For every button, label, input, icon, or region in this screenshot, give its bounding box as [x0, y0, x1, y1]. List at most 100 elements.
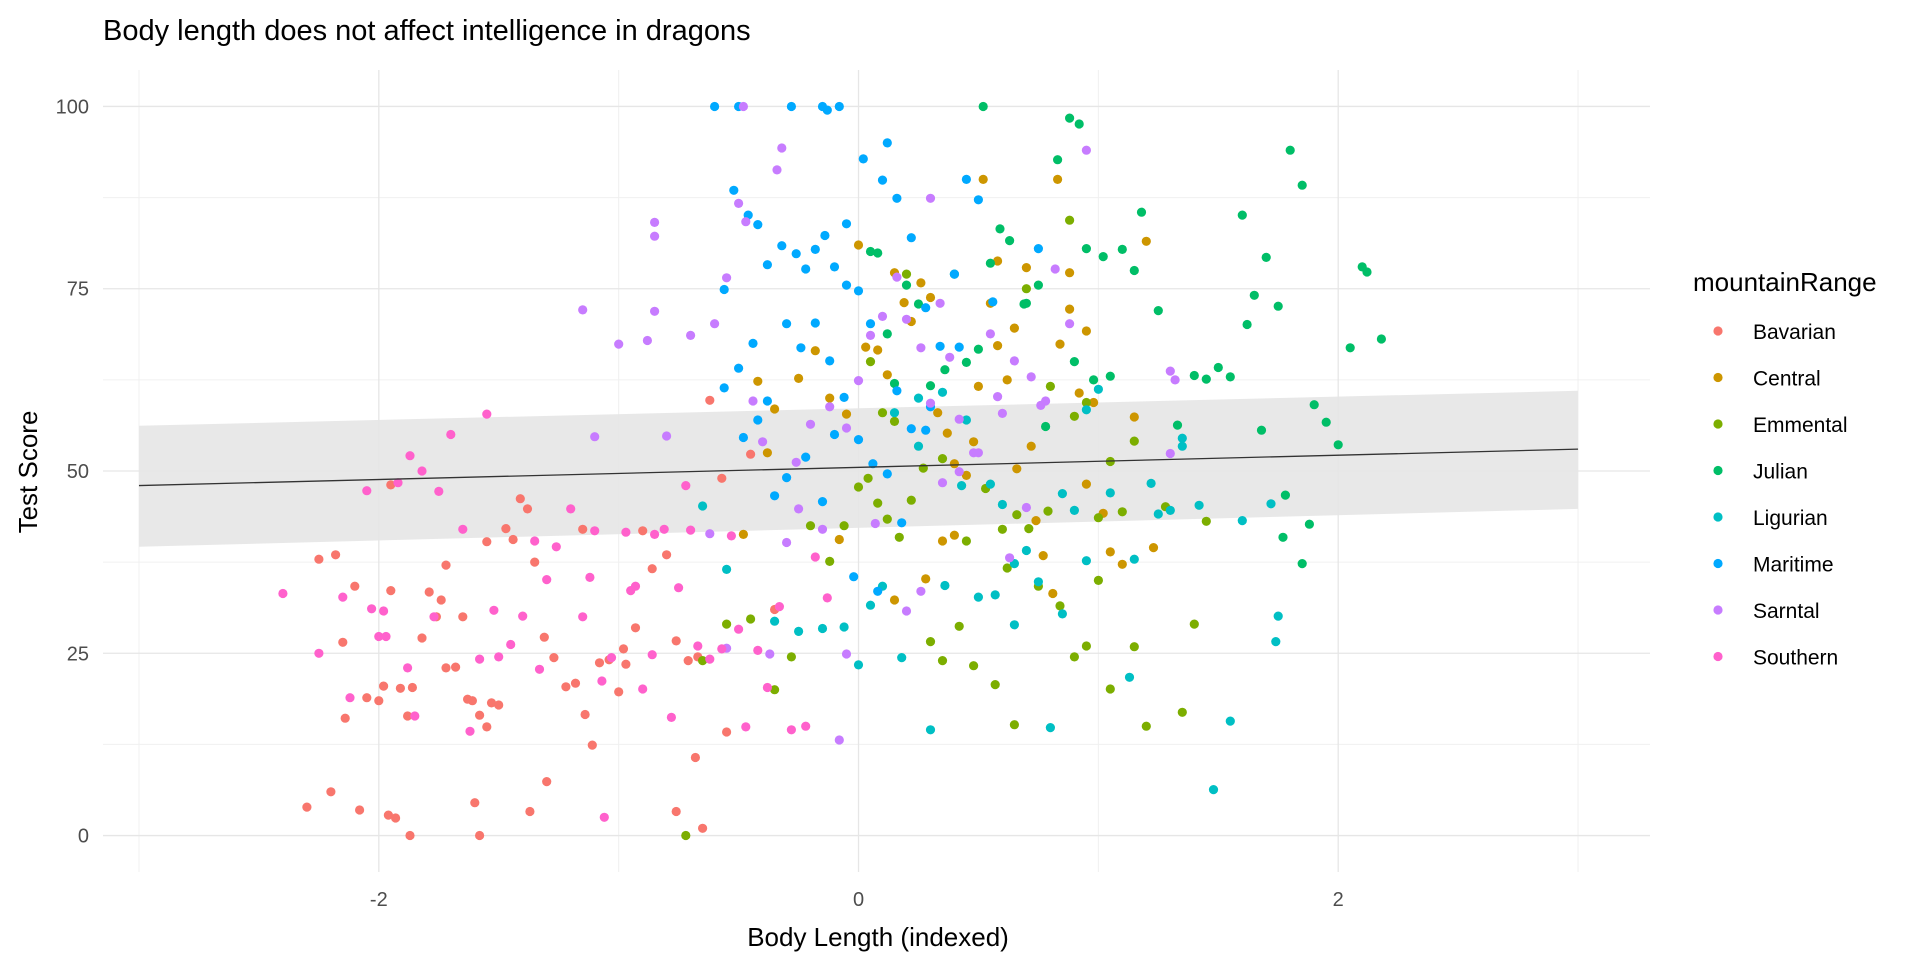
data-point [997, 408, 1008, 418]
data-point [405, 830, 415, 841]
data-point [590, 432, 600, 442]
data-point [973, 381, 984, 391]
data-point [379, 606, 389, 616]
data-point [662, 550, 672, 560]
data-point [834, 534, 844, 545]
data-point [1129, 554, 1139, 564]
data-point [825, 393, 835, 403]
data-point [889, 408, 900, 418]
trend-line [138, 448, 1579, 487]
data-point [486, 698, 497, 708]
data-point [482, 537, 492, 547]
data-point [1036, 400, 1046, 410]
data-point [868, 459, 878, 469]
data-point [674, 583, 684, 593]
data-point [1261, 252, 1271, 262]
legend-label: Maritime [1753, 554, 1834, 577]
data-point [949, 459, 960, 469]
data-point [717, 473, 727, 483]
x-tick-label: -2 [370, 889, 388, 911]
data-point [978, 101, 988, 112]
data-point [921, 574, 931, 584]
data-point [530, 557, 540, 567]
data-point [458, 612, 468, 622]
data-point [1081, 244, 1091, 254]
data-point [738, 432, 749, 443]
data-point [403, 711, 413, 721]
data-point [1024, 524, 1034, 534]
data-point [889, 416, 900, 426]
legend-label: Emmental [1753, 414, 1848, 437]
data-point [746, 449, 756, 459]
data-point [873, 345, 883, 355]
data-point [925, 292, 936, 303]
data-point [518, 611, 528, 621]
data-point [1081, 145, 1091, 155]
data-point [839, 622, 849, 632]
data-point [873, 248, 883, 258]
data-point [719, 383, 729, 393]
data-point [1273, 611, 1283, 621]
data-point [451, 662, 461, 672]
data-point [1021, 502, 1031, 513]
data-point [801, 264, 811, 274]
data-point [578, 612, 588, 622]
data-point [1237, 210, 1247, 220]
data-point [1065, 113, 1075, 123]
data-point [949, 530, 960, 540]
data-point [614, 687, 624, 697]
data-point [719, 284, 729, 295]
data-point [734, 198, 744, 208]
data-point [671, 636, 681, 646]
legend-item-emmental: Emmental [1713, 414, 1848, 437]
data-point [1124, 672, 1135, 682]
data-point [441, 663, 451, 673]
data-point [638, 526, 648, 536]
data-point [1005, 553, 1015, 563]
data-point [892, 272, 902, 282]
data-point [475, 654, 485, 664]
tick-labels: 0 25 50 75 100 -2 0 2 [56, 96, 1344, 911]
data-point [683, 656, 693, 666]
data-point [961, 174, 972, 184]
data-point [734, 363, 744, 373]
data-point [350, 581, 360, 591]
data-point [865, 246, 876, 257]
legend-label: Ligurian [1753, 507, 1828, 530]
data-point [530, 536, 540, 546]
data-point [722, 564, 732, 575]
data-point [1081, 405, 1091, 415]
data-point [921, 303, 931, 313]
legend-label: Central [1753, 368, 1821, 391]
data-point [729, 185, 739, 195]
data-point [1081, 556, 1091, 566]
data-point [381, 631, 391, 642]
data-point [753, 645, 763, 656]
data-point [1081, 641, 1091, 651]
legend-label: Julian [1753, 461, 1808, 484]
data-point [853, 435, 864, 445]
data-point [534, 664, 545, 674]
legend-item-ligurian: Ligurian [1713, 507, 1828, 530]
data-point [1141, 721, 1151, 731]
data-point [1304, 519, 1314, 529]
data-point [942, 428, 952, 438]
data-point [1201, 374, 1211, 384]
data-point [302, 802, 312, 812]
data-point [753, 376, 763, 386]
data-point [1177, 707, 1187, 717]
data-point [969, 661, 979, 671]
data-point [1093, 384, 1103, 394]
data-point [772, 165, 782, 175]
data-point [1177, 441, 1187, 451]
data-point [638, 684, 648, 694]
data-point [748, 396, 758, 406]
data-point [1009, 323, 1020, 333]
data-point [990, 680, 1000, 690]
data-point [494, 700, 504, 710]
confidence-band [139, 390, 1578, 547]
data-point [429, 612, 439, 622]
data-point [1285, 145, 1295, 155]
data-point [1153, 306, 1163, 316]
data-point [314, 554, 324, 564]
